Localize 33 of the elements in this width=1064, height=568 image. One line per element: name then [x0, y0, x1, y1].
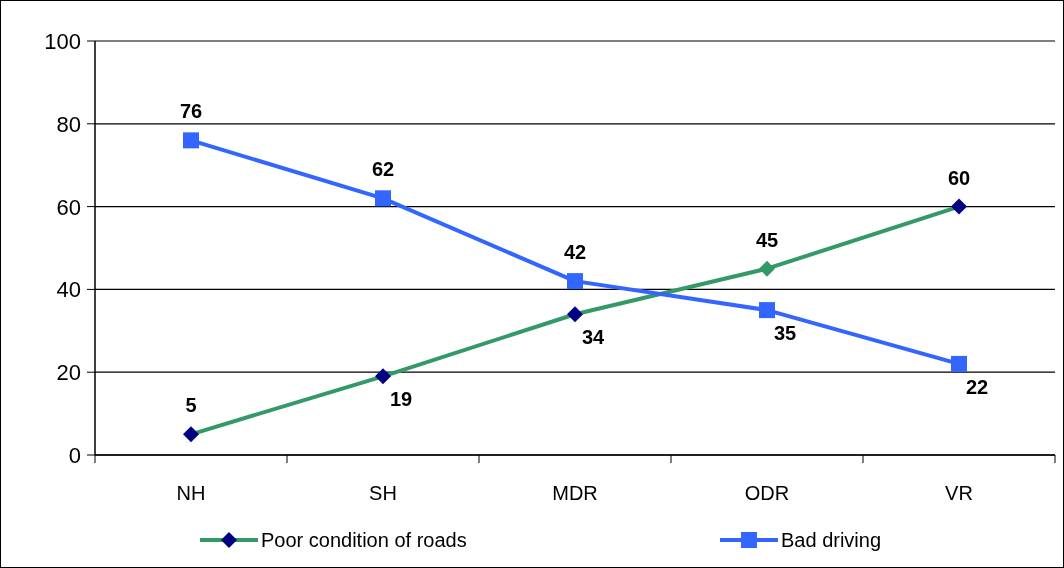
point	[183, 426, 199, 443]
data-label: 19	[389, 388, 413, 411]
y-tick-label: 40	[56, 277, 81, 303]
data-label: 5	[185, 394, 197, 417]
y-tick-label: 60	[56, 194, 81, 220]
x-tick-label: ODR	[744, 482, 790, 504]
data-label: 60	[947, 166, 971, 189]
point	[759, 302, 775, 319]
y-tick-label: 0	[68, 443, 81, 468]
x-tick-label: SH	[369, 482, 397, 504]
x-tick-label: MDR	[552, 482, 598, 504]
point	[567, 273, 583, 290]
data-label: 62	[371, 158, 395, 181]
point	[183, 132, 199, 149]
legend-label: Bad driving	[781, 529, 882, 551]
data-label: 76	[179, 100, 203, 123]
x-tick-label: VR	[945, 482, 973, 504]
y-tick-label: 100	[44, 29, 81, 54]
legend-label: Poor condition of roads	[261, 529, 467, 551]
data-label: 42	[563, 241, 587, 264]
data-label: 34	[581, 326, 605, 349]
data-label: 22	[965, 375, 989, 398]
data-label: 45	[755, 228, 779, 251]
point	[759, 260, 775, 277]
point	[951, 198, 967, 215]
y-tick-label: 20	[56, 360, 81, 386]
point	[375, 368, 391, 385]
point	[567, 306, 583, 323]
y-tick-label: 80	[56, 111, 81, 137]
point	[951, 355, 967, 372]
data-label: 35	[773, 322, 797, 345]
x-tick-label: NH	[176, 482, 206, 504]
point	[375, 190, 391, 207]
